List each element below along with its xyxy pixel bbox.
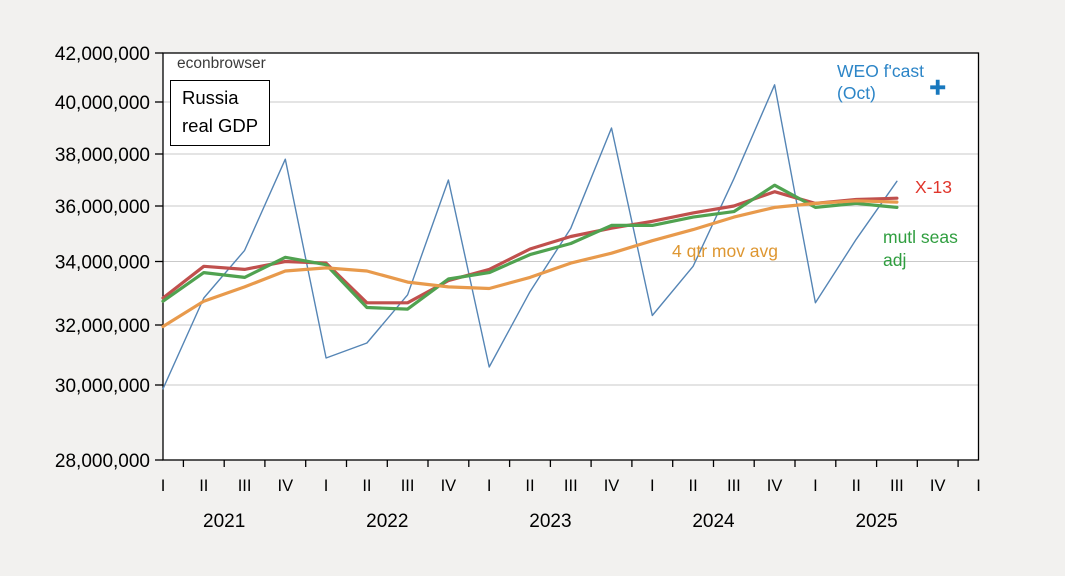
x-axis-quarter-label: IV [604,477,620,495]
x-axis-quarter-label: II [852,477,861,495]
x-axis-year-label: 2025 [855,511,897,532]
x-axis-quarter-label: I [161,477,166,495]
x-axis-quarter-label: I [976,477,981,495]
x-axis-quarter-label: III [564,477,578,495]
mutl-seas-adj-label-line1: mutl seas [883,226,958,249]
x-axis-quarter-label: I [324,477,329,495]
x-axis-quarter-label: II [689,477,698,495]
weo-forecast-label-line1: WEO f'cast [837,61,924,83]
y-axis-label: 32,000,000 [55,316,150,337]
x-axis-quarter-label: II [525,477,534,495]
chart-title-line1: Russia [182,84,258,112]
x-axis-quarter-label: I [813,477,818,495]
y-axis-label: 40,000,000 [55,93,150,114]
weo-forecast-label: WEO f'cast (Oct) [837,61,924,104]
x-axis-year-label: 2023 [529,511,571,532]
y-axis-label: 38,000,000 [55,145,150,166]
y-axis-label: 34,000,000 [55,252,150,273]
x-axis-year-label: 2022 [366,511,408,532]
x-axis-quarter-label: I [650,477,655,495]
x-axis-quarter-label: IV [278,477,294,495]
weo-forecast-label-line2: (Oct) [837,83,924,105]
y-axis-label: 36,000,000 [55,197,150,218]
x-axis-quarter-label: IV [441,477,457,495]
x-axis-quarter-label: III [727,477,741,495]
chart-canvas: 28,000,000 30,000,000 32,000,000 34,000,000… [0,0,1065,576]
x-axis-quarter-label: III [238,477,252,495]
x-axis-quarter-label: III [401,477,415,495]
x-axis-quarter-label: III [890,477,904,495]
x-axis-quarter-label: I [487,477,492,495]
x13-series-label: X-13 [915,177,952,198]
y-axis-label: 28,000,000 [55,451,150,472]
y-axis-label: 42,000,000 [55,44,150,65]
x-axis-quarter-label: II [199,477,208,495]
chart-title-box: Russia real GDP [170,80,270,146]
chart-title-line2: real GDP [182,112,258,140]
x-axis-quarter-label: II [362,477,371,495]
mutl-seas-adj-label-line2: adj [883,249,958,272]
y-axis-label: 30,000,000 [55,376,150,397]
x-axis-year-label: 2024 [692,511,735,532]
x-axis-quarter-label: IV [767,477,783,495]
mov-avg-series-label: 4 qtr mov avg [672,241,778,262]
x-axis-quarter-label: IV [930,477,946,495]
x-axis-year-label: 2021 [203,511,245,532]
econbrowser-watermark: econbrowser [177,55,266,73]
mutl-seas-adj-series-label: mutl seas adj [883,226,958,272]
